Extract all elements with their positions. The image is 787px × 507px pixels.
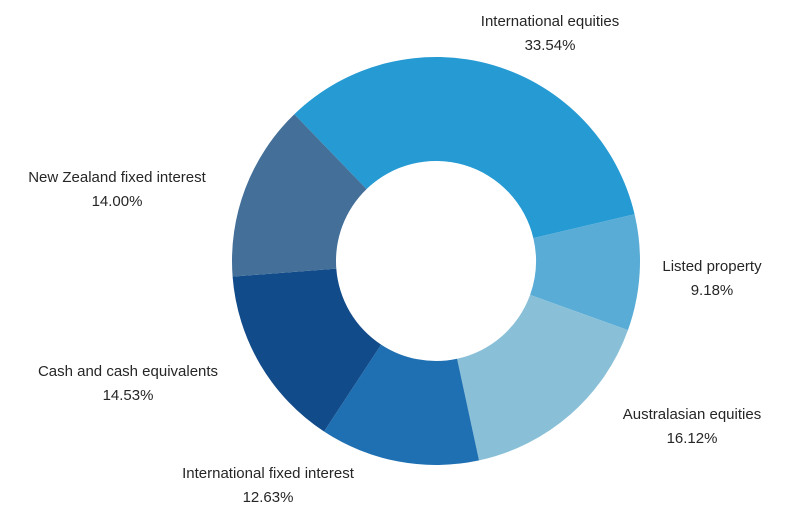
slice-label: Listed property	[662, 258, 762, 275]
slice-value-label: 14.53%	[103, 387, 154, 404]
slice-value-label: 12.63%	[243, 489, 294, 506]
donut-slice	[232, 268, 382, 432]
slice-value-label: 9.18%	[691, 282, 734, 299]
slice-label: International fixed interest	[182, 465, 355, 482]
donut-slice	[232, 114, 367, 277]
slice-value-label: 14.00%	[92, 193, 143, 210]
slice-label: Australasian equities	[623, 406, 761, 423]
slice-value-label: 16.12%	[667, 430, 718, 447]
slice-label: New Zealand fixed interest	[28, 169, 206, 186]
donut-slice	[294, 57, 635, 239]
slice-label: International equities	[481, 13, 619, 30]
donut-slice	[530, 214, 640, 331]
donut-slice	[457, 294, 628, 461]
slice-value-label: 33.54%	[525, 37, 576, 54]
donut-slice	[324, 344, 480, 466]
slice-label: Cash and cash equivalents	[38, 363, 218, 380]
